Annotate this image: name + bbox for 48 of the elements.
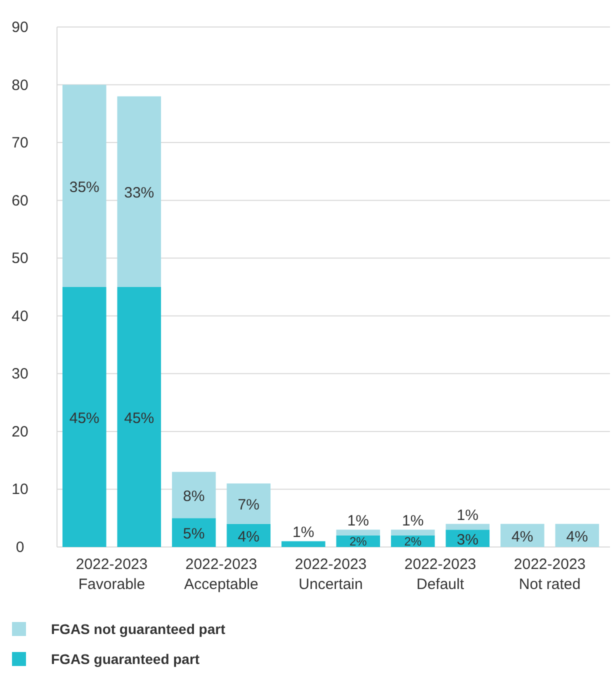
x-tick-label: 2022-2023 Favorable <box>76 556 148 593</box>
data-label: 4% <box>512 528 534 546</box>
data-label: 33% <box>124 184 154 202</box>
x-tick-label: 2022-2023 Uncertain <box>294 556 367 593</box>
bar <box>172 472 216 518</box>
bar <box>555 524 600 547</box>
y-tick-label: 40 <box>12 308 28 325</box>
y-tick-label: 70 <box>12 134 28 152</box>
bar <box>117 287 162 547</box>
data-label: 1% <box>292 524 314 542</box>
y-tick-label: 10 <box>12 481 28 498</box>
bar <box>62 84 106 287</box>
x-tick-label: 2022-2023 Acceptable <box>184 556 258 593</box>
x-tick-label: 2022-2023 Default <box>404 556 476 593</box>
data-label: 7% <box>238 496 260 514</box>
data-label: 35% <box>69 178 100 196</box>
y-tick-label: 80 <box>12 76 28 94</box>
bar <box>446 524 490 530</box>
bar <box>500 524 544 547</box>
bar <box>62 287 106 547</box>
legend-label: FGAS guaranteed part <box>51 651 200 667</box>
bar <box>117 96 162 287</box>
legend-label: FGAS not guaranteed part <box>51 621 226 637</box>
y-tick-label: 20 <box>12 423 28 440</box>
data-label: 45% <box>69 410 100 427</box>
data-label: 1% <box>402 512 424 530</box>
data-label: 2% <box>404 534 422 549</box>
data-label: 1% <box>456 506 478 524</box>
bar <box>336 530 380 536</box>
y-tick-label: 30 <box>12 366 28 383</box>
y-tick-label: 60 <box>12 192 28 210</box>
bar <box>390 530 435 536</box>
y-tick-label: 0 <box>16 539 24 556</box>
bar <box>172 518 216 547</box>
data-label: 1% <box>347 512 369 530</box>
data-label: 2% <box>349 534 368 549</box>
data-label: 3% <box>456 531 478 548</box>
bar <box>226 483 271 524</box>
data-label: 45% <box>124 410 154 427</box>
data-label: 4% <box>238 528 260 546</box>
bar <box>226 524 271 547</box>
y-tick-label: 50 <box>12 250 28 268</box>
x-tick-label: 2022-2023 Not rated <box>514 556 586 593</box>
y-tick-label: 90 <box>12 19 28 36</box>
data-label: 4% <box>566 528 588 546</box>
data-label: 8% <box>183 488 205 505</box>
bar <box>281 541 326 547</box>
data-label: 5% <box>183 526 205 543</box>
